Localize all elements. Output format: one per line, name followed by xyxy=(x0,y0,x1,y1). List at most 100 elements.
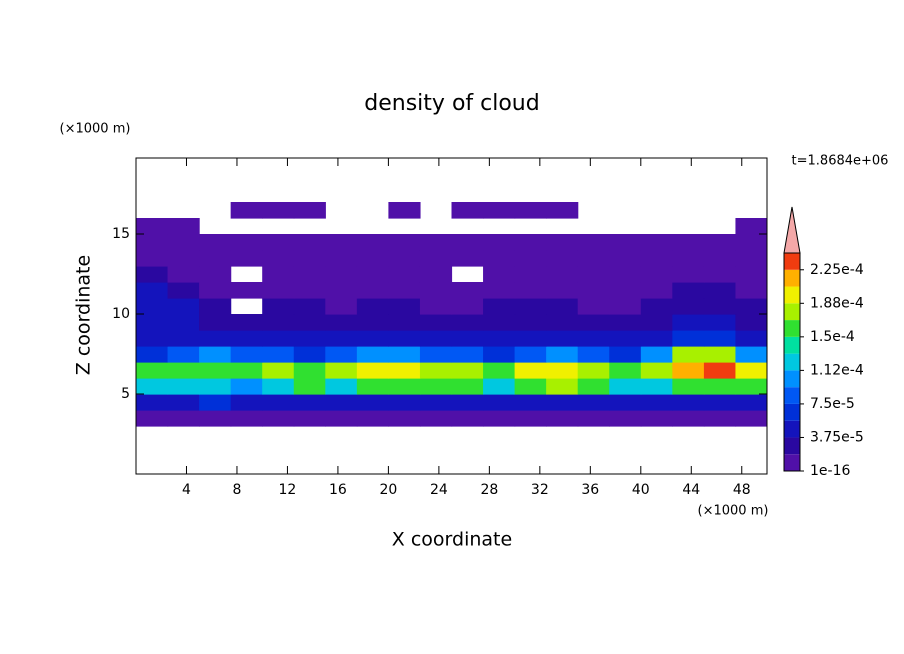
contour-cell xyxy=(483,346,516,363)
contour-cell xyxy=(640,378,673,395)
contour-cell xyxy=(325,282,358,299)
contour-cell xyxy=(325,378,358,395)
contour-cell xyxy=(262,394,295,411)
x-tick-label: 48 xyxy=(733,482,751,498)
x-tick-label: 44 xyxy=(682,482,700,498)
contour-cell xyxy=(388,362,421,379)
contour-cell xyxy=(672,346,705,363)
y-unit: (×1000 m) xyxy=(60,122,131,137)
contour-cell xyxy=(419,266,453,283)
contour-cell xyxy=(672,250,705,267)
contour-cell xyxy=(577,282,610,299)
colorbar-tick-label: 1e-16 xyxy=(810,463,850,479)
contour-cell xyxy=(388,410,421,427)
contour-cell xyxy=(230,250,263,267)
contour-cell xyxy=(609,234,642,251)
x-tick-label: 28 xyxy=(480,482,498,498)
contour-cell xyxy=(609,266,642,283)
contour-cell xyxy=(388,298,421,315)
contour-cell xyxy=(356,394,389,411)
contour-cell xyxy=(483,362,516,379)
contour-cell xyxy=(703,266,737,283)
contour-cell xyxy=(167,218,200,235)
contour-cell xyxy=(293,394,326,411)
contour-cell xyxy=(483,298,516,315)
contour-cell xyxy=(735,266,767,283)
x-unit: (×1000 m) xyxy=(698,504,769,519)
contour-cell xyxy=(325,410,358,427)
contour-cell xyxy=(293,410,326,427)
contour-cell xyxy=(356,330,389,347)
colorbar-band xyxy=(784,286,800,304)
contour-cell xyxy=(546,410,579,427)
contour-cell xyxy=(262,250,295,267)
colorbar-band xyxy=(784,387,800,404)
contour-cell xyxy=(388,266,421,283)
contour-cell xyxy=(262,362,295,379)
contour-cell xyxy=(388,234,421,251)
contour-cell xyxy=(199,410,232,427)
contour-cell xyxy=(293,282,326,299)
contour-cell xyxy=(703,410,737,427)
contour-cell xyxy=(514,330,547,347)
contour-cell xyxy=(419,314,453,331)
contour-cell xyxy=(262,330,295,347)
contour-cell xyxy=(388,202,421,219)
contour-cell xyxy=(136,298,169,315)
contour-cell xyxy=(262,410,295,427)
contour-cell xyxy=(546,298,579,315)
y-tick-label: 15 xyxy=(112,226,130,242)
contour-cell xyxy=(609,378,642,395)
contour-cell xyxy=(703,282,737,299)
contour-cell xyxy=(356,250,389,267)
contour-cell xyxy=(356,298,389,315)
contour-cell xyxy=(451,378,484,395)
contour-cell xyxy=(262,346,295,363)
contour-cell xyxy=(703,314,737,331)
contour-cell xyxy=(735,218,767,235)
contour-cell xyxy=(356,234,389,251)
contour-cell xyxy=(640,314,673,331)
colorbar-band xyxy=(784,320,800,337)
contour-cell xyxy=(640,234,673,251)
contour-cell xyxy=(514,234,547,251)
contour-field xyxy=(136,202,767,427)
contour-cell xyxy=(199,234,232,251)
contour-cell xyxy=(262,234,295,251)
colorbar-band xyxy=(784,253,800,270)
contour-cell xyxy=(672,330,705,347)
contour-cell xyxy=(293,298,326,315)
contour-cell xyxy=(703,394,737,411)
contour-cell xyxy=(136,394,169,411)
contour-cell xyxy=(199,250,232,267)
contour-cell xyxy=(293,362,326,379)
contour-cell xyxy=(136,346,169,363)
contour-cell xyxy=(230,362,263,379)
contour-cell xyxy=(230,330,263,347)
contour-cell xyxy=(703,378,737,395)
contour-cell xyxy=(356,378,389,395)
contour-cell xyxy=(577,346,610,363)
contour-cell xyxy=(167,346,200,363)
contour-cell xyxy=(419,330,453,347)
contour-cell xyxy=(419,394,453,411)
contour-cell xyxy=(262,314,295,331)
contour-cell xyxy=(167,234,200,251)
chart-title: density of cloud xyxy=(364,91,539,116)
y-axis-label: Z coordinate xyxy=(73,255,95,375)
contour-cell xyxy=(388,314,421,331)
colorbar-tick-label: 1.88e-4 xyxy=(810,295,864,311)
contour-cell xyxy=(640,410,673,427)
contour-cell xyxy=(388,282,421,299)
contour-cell xyxy=(577,250,610,267)
contour-cell xyxy=(483,394,516,411)
y-tick-label: 5 xyxy=(121,386,130,402)
contour-cell xyxy=(325,314,358,331)
contour-cell xyxy=(451,314,484,331)
contour-cell xyxy=(167,250,200,267)
contour-cell xyxy=(609,330,642,347)
contour-cell xyxy=(293,314,326,331)
contour-cell xyxy=(451,234,484,251)
y-tick-label: 10 xyxy=(112,306,130,322)
contour-cell xyxy=(262,282,295,299)
